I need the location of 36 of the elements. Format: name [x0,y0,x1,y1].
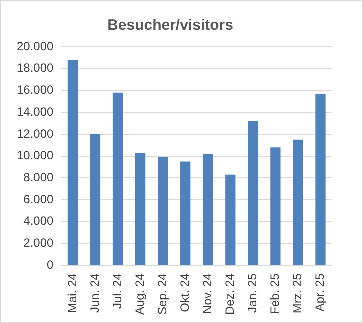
y-tick-label: 8.000 [24,170,54,184]
bar [68,60,78,266]
y-tick-label: 16.000 [17,83,54,98]
x-tick-label: Sep. 24 [155,273,170,316]
x-tick-label: Mai. 24 [65,273,80,313]
y-tick-label: 20.000 [17,39,54,54]
bar [248,121,258,266]
y-tick-label: 0 [47,258,54,272]
x-tick-label: Okt. 24 [178,273,192,312]
x-tick-label: Aug. 24 [132,273,147,316]
x-tick-label: Nov. 24 [200,273,214,314]
bar [135,153,146,266]
chart-title: Besucher/visitors [108,17,234,34]
y-tick-label: 6.000 [24,192,54,206]
x-tick-label: Jul. 24 [110,273,124,309]
y-tick-label: 10.000 [17,148,54,163]
bar [112,92,124,266]
bar [226,174,236,266]
bar [203,154,214,266]
y-tick-label: 4.000 [24,214,54,228]
bar [270,148,281,266]
bar [293,140,304,266]
y-tick-label: 18.000 [17,61,54,76]
y-tick-label: 12.000 [17,126,54,141]
x-tick-label: Mrz. 25 [290,273,305,314]
y-tick-label: 2.000 [24,236,54,250]
bar [316,94,326,266]
x-tick-label: Jan. 25 [245,273,260,314]
bar [158,157,168,266]
bar [180,162,191,266]
y-tick-label: 14.000 [17,104,54,119]
x-tick-label: Jun. 24 [88,273,102,314]
x-tick-label: Apr. 25 [313,273,328,312]
x-tick-label: Dez. 24 [222,273,237,315]
x-tick-label: Feb. 25 [268,273,282,314]
bar [90,134,101,266]
